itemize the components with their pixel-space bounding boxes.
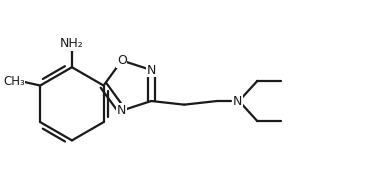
- Text: CH₃: CH₃: [3, 75, 25, 88]
- Text: NH₂: NH₂: [60, 37, 84, 50]
- Text: N: N: [117, 104, 127, 117]
- Text: N: N: [146, 63, 156, 77]
- Text: N: N: [232, 95, 242, 108]
- Text: O: O: [117, 54, 127, 67]
